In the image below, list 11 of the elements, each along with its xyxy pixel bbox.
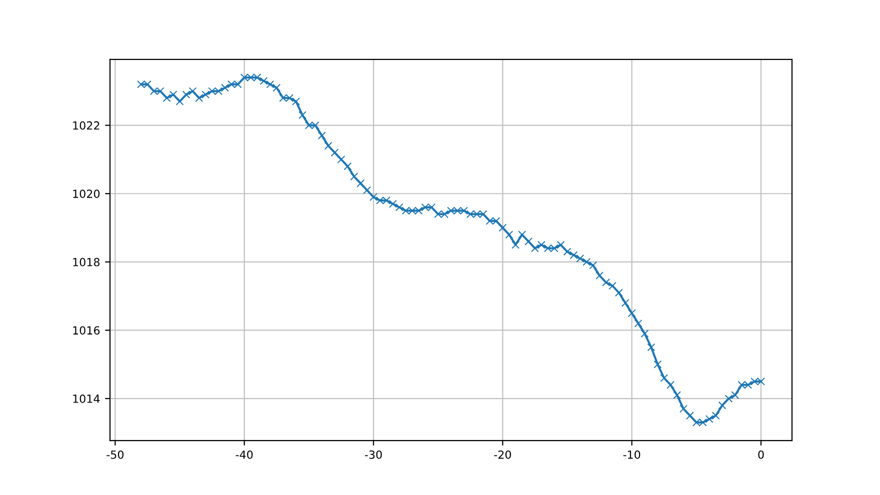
- x-tick-label: -30: [364, 450, 382, 459]
- y-tick-label: 1014: [73, 394, 100, 403]
- y-tick-label: 1020: [73, 190, 100, 198]
- y-tick-label: 1018: [73, 258, 100, 266]
- y-tick-label: 1022: [73, 121, 100, 130]
- y-tick-label: 1016: [73, 326, 100, 335]
- x-tick-label: -10: [623, 450, 640, 459]
- x-tick-label: -20: [494, 450, 512, 459]
- x-tick-label: 0: [758, 450, 764, 459]
- x-tick-label: -50: [106, 450, 124, 459]
- x-tick-label: -40: [236, 450, 253, 459]
